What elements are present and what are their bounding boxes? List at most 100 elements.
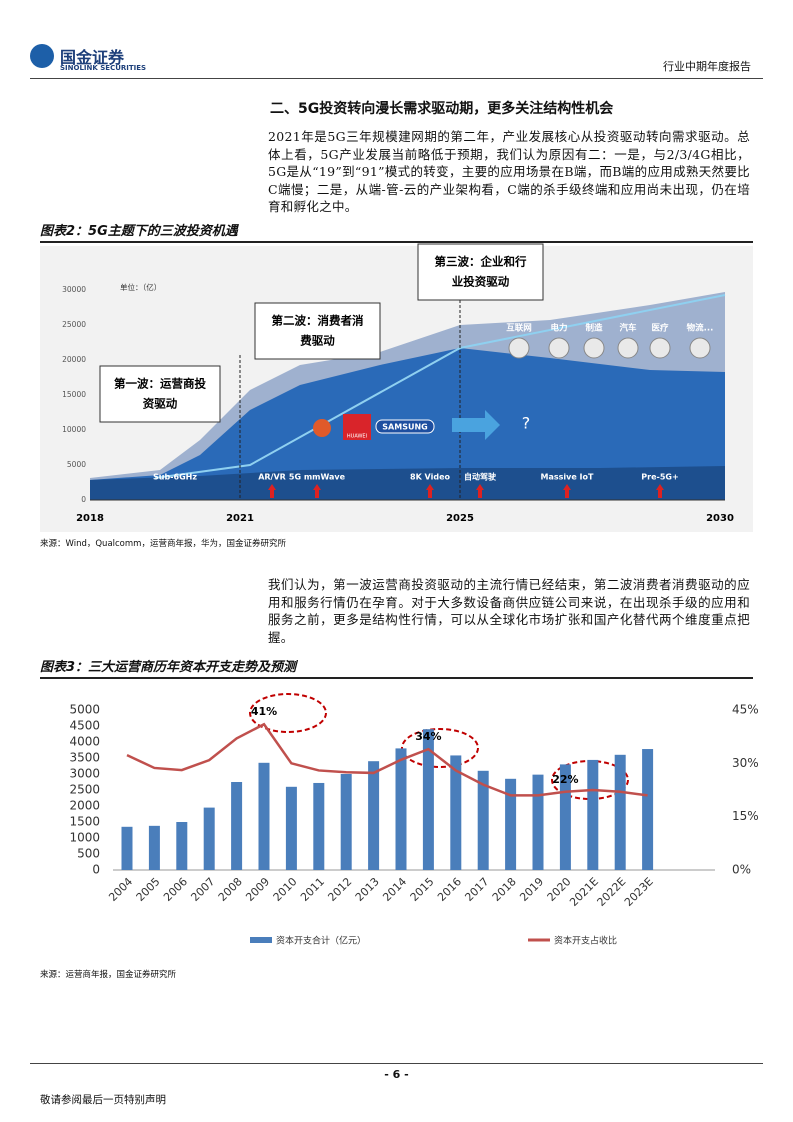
legend-label: 资本开支合计（亿元） [276, 935, 366, 947]
y2-tick-label: 15% [732, 809, 759, 823]
y-tick-label: 2500 [69, 783, 100, 797]
bar [422, 729, 434, 870]
y-tick-label: 0 [92, 863, 100, 877]
x-tick-label: 2012 [325, 875, 354, 904]
highlight [249, 693, 327, 733]
up-arrow [426, 484, 434, 498]
logo-en: SINOLINK SECURITIES [60, 64, 147, 72]
bar [450, 755, 462, 870]
brand-bg [375, 419, 435, 434]
highlight [401, 728, 479, 768]
wave-label: 业投资驱动 [452, 275, 510, 289]
legend-swatch [250, 937, 272, 943]
up-arrow [476, 484, 484, 498]
fig2-labels: 0 5000 10000 15000 20000 25000 30000 单位：（亿） 2018… [62, 243, 734, 524]
x-tick-label: 2008 [216, 875, 245, 904]
x-label: 2025 [446, 513, 474, 524]
bar [313, 782, 325, 870]
source: 来源：Wind，Qualcomm，运营商年报，华为，国金证券研究所 [40, 539, 286, 549]
arrow [452, 410, 500, 440]
bar [477, 770, 489, 870]
tech-label: 自动驾驶 [464, 472, 497, 482]
page-number: - 6 - [384, 1068, 409, 1081]
x-tick-label: 2014 [380, 875, 409, 904]
x-tick-label: 2023E [622, 875, 656, 909]
x-tick-label: 2018 [490, 875, 519, 904]
line [126, 722, 648, 797]
fig3: 0 500 1000 1500 2000 2500 3000 3500 4000 4500 5000… [69, 703, 758, 947]
bar [121, 826, 133, 870]
data-label: 41% [251, 705, 277, 718]
y-tick-label: 20000 [62, 355, 86, 364]
x-tick-label: 2021E [567, 875, 601, 909]
tech-label: 8K Video [410, 473, 450, 482]
x-tick-label: 2011 [298, 875, 327, 904]
x-tick-label: 2005 [134, 875, 163, 904]
source: 来源：运营商年报，国金证券研究所 [40, 970, 177, 980]
x-tick-label: 2019 [517, 875, 546, 904]
y-tick-label: 3000 [69, 767, 100, 781]
data-label: 22% [552, 773, 578, 786]
y-tick-label: 500 [77, 847, 100, 861]
app-label: 电力 [550, 323, 567, 334]
x-tick-label: 2006 [161, 875, 190, 904]
app-icon [508, 337, 530, 359]
y-tick-label: 3500 [69, 751, 100, 765]
wave-label: 第二波：消费者消 [272, 314, 364, 328]
x-tick-label: 2007 [188, 875, 217, 904]
up-arrow [313, 484, 321, 498]
trend-arrow [154, 294, 726, 479]
bar [258, 762, 270, 870]
x-tick-label: 2016 [435, 875, 464, 904]
app-icon [617, 337, 639, 359]
y2-tick-label: 30% [732, 756, 759, 770]
legend-label: 资本开支占收比 [554, 935, 617, 947]
app-icon [689, 337, 711, 359]
paragraph: 我们认为，第一波运营商投资驱动的主流行情已经结束，第二波消费者消费驱动的应用和服… [268, 577, 750, 645]
bar [642, 749, 654, 870]
apple-icon [313, 419, 331, 437]
y-tick-label: 1000 [69, 831, 100, 845]
x-tick-label: 2015 [408, 875, 437, 904]
figure-title: 图表3：三大运营商历年资本开支走势及预测 [40, 656, 753, 679]
x-tick-label: 2017 [462, 875, 491, 904]
disclaimer: 敬请参阅最后一页特别声明 [40, 1094, 166, 1106]
footer-rule [30, 1063, 763, 1064]
wave-label: 费驱动 [300, 334, 335, 348]
x-tick-label: 2022E [595, 875, 629, 909]
y-tick-label: 5000 [67, 460, 86, 469]
x-tick-label: 2010 [271, 875, 300, 904]
x-tick-label: 2013 [353, 875, 382, 904]
up-arrow [268, 484, 276, 498]
report-type: 行业中期年度报告 [663, 60, 751, 73]
app-label: 医疗 [651, 323, 669, 334]
y-tick-label: 4000 [69, 735, 100, 749]
wave-box [417, 243, 544, 301]
bar [148, 825, 160, 870]
brand-bg [343, 414, 371, 440]
x-tick-label: 2004 [106, 875, 135, 904]
x-label: 2021 [226, 513, 254, 524]
x-tick-label: 2009 [243, 875, 272, 904]
app-icon [548, 337, 570, 359]
y-tick-label: 4500 [69, 719, 100, 733]
bar [532, 774, 544, 870]
y-tick-label: 30000 [62, 285, 86, 294]
y-tick-label: 15000 [62, 390, 86, 399]
y2-tick-label: 0% [732, 863, 751, 877]
bar [231, 782, 243, 870]
app-icon [649, 337, 671, 359]
bar [505, 778, 517, 870]
tech-label: Massive IoT [541, 473, 595, 482]
bar [614, 754, 626, 870]
figure-title: 图表2：5G主题下的三波投资机遇 [40, 220, 753, 243]
header-rule [30, 78, 763, 79]
bar [368, 761, 380, 870]
x-label: 2030 [706, 513, 734, 524]
up-arrow [656, 484, 664, 498]
wave-box [254, 302, 381, 360]
bar [395, 748, 407, 870]
paragraph: 2021年是5G三年规模建网期的第二年，产业发展核心从投资驱动转向需求驱动。总体… [268, 129, 750, 214]
bar [340, 774, 352, 870]
logo-cn: 国金证券 [60, 48, 125, 67]
